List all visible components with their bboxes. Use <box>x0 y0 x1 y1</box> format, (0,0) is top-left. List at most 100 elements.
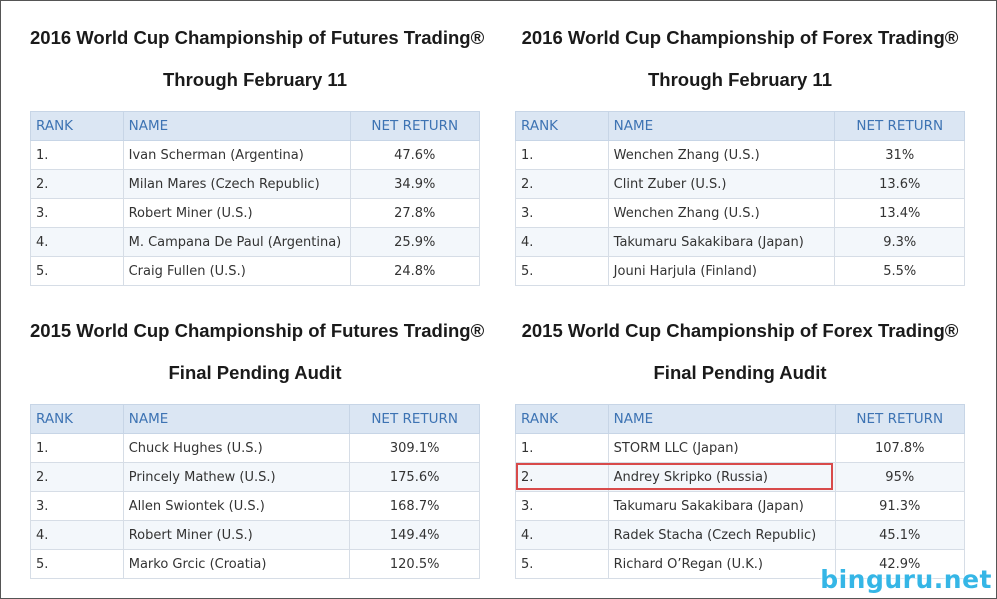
table-row: 3. Takumaru Sakakibara (Japan) 91.3% <box>515 491 965 521</box>
table-row: 3. Wenchen Zhang (U.S.) 13.4% <box>515 198 965 228</box>
rank-cell: 1. <box>515 140 609 170</box>
rank-cell: 5. <box>30 549 124 579</box>
rank-cell: 1. <box>30 140 124 170</box>
table-header-row: RANK NAME NET RETURN <box>515 404 965 434</box>
table-row: 2. Clint Zuber (U.S.) 13.6% <box>515 169 965 199</box>
panel-futures-2016: 2016 World Cup Championship of Futures T… <box>30 26 485 286</box>
table-row: 5. Craig Fullen (U.S.) 24.8% <box>30 256 481 286</box>
name-cell: Allen Swiontek (U.S.) <box>122 491 351 521</box>
table-row: 2. Princely Mathew (U.S.) 175.6% <box>30 462 480 492</box>
name-cell: Chuck Hughes (U.S.) <box>122 433 351 463</box>
table-row: 4. Robert Miner (U.S.) 149.4% <box>30 520 480 550</box>
net-return-cell: 24.8% <box>349 256 481 286</box>
net-return-header[interactable]: NET RETURN <box>834 404 965 434</box>
rank-cell: 2. <box>515 462 609 492</box>
rank-cell: 1. <box>30 433 124 463</box>
name-cell: Radek Stacha (Czech Republic) <box>607 520 836 550</box>
rank-cell: 3. <box>515 491 609 521</box>
table-row: 4. Takumaru Sakakibara (Japan) 9.3% <box>515 227 965 257</box>
net-return-cell: 309.1% <box>349 433 480 463</box>
name-cell: Robert Miner (U.S.) <box>122 198 351 228</box>
table-row: 1. Wenchen Zhang (U.S.) 31% <box>515 140 965 170</box>
name-header[interactable]: NAME <box>607 111 836 141</box>
name-cell: Milan Mares (Czech Republic) <box>122 169 351 199</box>
table-row: 5. Marko Grcic (Croatia) 120.5% <box>30 549 480 579</box>
name-cell: Princely Mathew (U.S.) <box>122 462 351 492</box>
net-return-cell: 13.4% <box>834 198 965 228</box>
ranking-table: RANK NAME NET RETURN 1. Chuck Hughes (U.S… <box>30 404 480 579</box>
rank-cell: 4. <box>30 227 124 257</box>
table-header-row: RANK NAME NET RETURN <box>515 111 965 141</box>
net-return-cell: 45.1% <box>834 520 965 550</box>
name-cell: Craig Fullen (U.S.) <box>122 256 351 286</box>
name-cell: Wenchen Zhang (U.S.) <box>607 140 836 170</box>
rank-header[interactable]: RANK <box>30 404 124 434</box>
net-return-cell: 13.6% <box>834 169 965 199</box>
net-return-cell: 149.4% <box>349 520 480 550</box>
net-return-cell: 27.8% <box>349 198 481 228</box>
panel-futures-2015: 2015 World Cup Championship of Futures T… <box>30 319 485 579</box>
net-return-header[interactable]: NET RETURN <box>349 111 481 141</box>
table-row: 1. Ivan Scherman (Argentina) 47.6% <box>30 140 481 170</box>
rank-cell: 3. <box>30 491 124 521</box>
rank-cell: 2. <box>515 169 609 199</box>
rank-cell: 4. <box>515 227 609 257</box>
panel-forex-2016: 2016 World Cup Championship of Forex Tra… <box>515 26 965 286</box>
rank-cell: 5. <box>30 256 124 286</box>
name-cell: Takumaru Sakakibara (Japan) <box>607 491 836 521</box>
rank-cell: 1. <box>515 433 609 463</box>
net-return-cell: 47.6% <box>349 140 481 170</box>
net-return-cell: 168.7% <box>349 491 480 521</box>
table-header-row: RANK NAME NET RETURN <box>30 404 480 434</box>
panel-title: 2016 World Cup Championship of Futures T… <box>30 27 485 48</box>
panel-subtitle: Final Pending Audit <box>653 362 827 383</box>
rank-cell: 5. <box>515 256 609 286</box>
table-row: 5. Jouni Harjula (Finland) 5.5% <box>515 256 965 286</box>
net-return-cell: 34.9% <box>349 169 481 199</box>
table-row: 5. Richard O’Regan (U.K.) 42.9% <box>515 549 965 579</box>
name-cell: Jouni Harjula (Finland) <box>607 256 836 286</box>
panel-subtitle: Final Pending Audit <box>168 362 342 383</box>
net-return-cell: 107.8% <box>834 433 965 463</box>
net-return-cell: 120.5% <box>349 549 480 579</box>
name-header[interactable]: NAME <box>607 404 836 434</box>
net-return-cell: 5.5% <box>834 256 965 286</box>
name-header[interactable]: NAME <box>122 404 351 434</box>
watermark-text: binguru.net <box>820 565 992 594</box>
name-cell: Takumaru Sakakibara (Japan) <box>607 227 836 257</box>
panel-title: 2015 World Cup Championship of Futures T… <box>30 320 485 341</box>
net-return-cell: 9.3% <box>834 227 965 257</box>
panel-title: 2016 World Cup Championship of Forex Tra… <box>521 27 959 48</box>
panel-title: 2015 World Cup Championship of Forex Tra… <box>521 320 959 341</box>
panel-forex-2015: 2015 World Cup Championship of Forex Tra… <box>515 319 965 579</box>
name-cell: Ivan Scherman (Argentina) <box>122 140 351 170</box>
rank-cell: 2. <box>30 462 124 492</box>
rank-header[interactable]: RANK <box>515 111 609 141</box>
table-row: 1. Chuck Hughes (U.S.) 309.1% <box>30 433 480 463</box>
name-cell: Wenchen Zhang (U.S.) <box>607 198 836 228</box>
net-return-cell: 31% <box>834 140 965 170</box>
rank-header[interactable]: RANK <box>30 111 124 141</box>
table-row: 4. M. Campana De Paul (Argentina) 25.9% <box>30 227 481 257</box>
name-header[interactable]: NAME <box>122 111 351 141</box>
name-cell: Robert Miner (U.S.) <box>122 520 351 550</box>
panel-subtitle: Through February 11 <box>162 69 347 90</box>
ranking-table: RANK NAME NET RETURN 1. STORM LLC (Japan)… <box>515 404 965 579</box>
name-cell: Andrey Skripko (Russia) <box>607 462 836 492</box>
name-cell: Richard O’Regan (U.K.) <box>607 549 836 579</box>
name-cell: STORM LLC (Japan) <box>607 433 836 463</box>
net-return-header[interactable]: NET RETURN <box>349 404 480 434</box>
table-row: 2. Milan Mares (Czech Republic) 34.9% <box>30 169 481 199</box>
table-header-row: RANK NAME NET RETURN <box>30 111 481 141</box>
net-return-cell: 175.6% <box>349 462 480 492</box>
net-return-header[interactable]: NET RETURN <box>834 111 965 141</box>
rank-cell: 4. <box>30 520 124 550</box>
rank-cell: 2. <box>30 169 124 199</box>
name-cell: Clint Zuber (U.S.) <box>607 169 836 199</box>
table-row: 3. Allen Swiontek (U.S.) 168.7% <box>30 491 480 521</box>
rank-cell: 4. <box>515 520 609 550</box>
rank-cell: 5. <box>515 549 609 579</box>
panel-subtitle: Through February 11 <box>647 69 832 90</box>
rank-cell: 3. <box>30 198 124 228</box>
rank-header[interactable]: RANK <box>515 404 609 434</box>
